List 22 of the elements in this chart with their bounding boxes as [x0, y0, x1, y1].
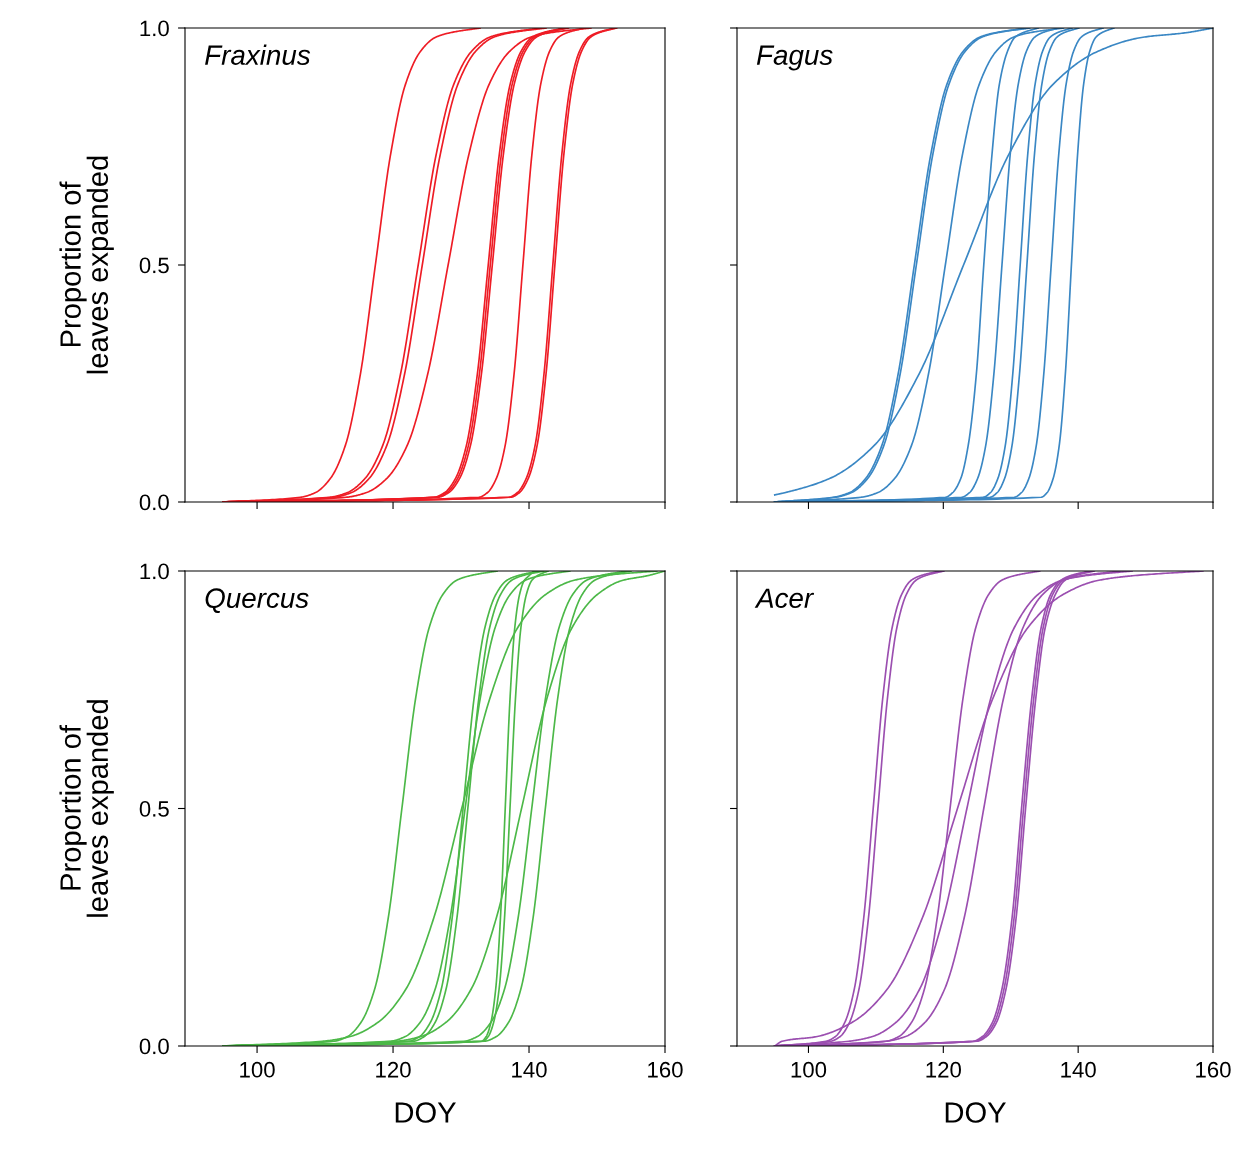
x-axis-title: DOY: [945, 1102, 1006, 1123]
x-tick-label: 100: [791, 1061, 827, 1078]
x-tick-label: 160: [648, 1061, 683, 1078]
text: Fagus: [756, 45, 833, 71]
y-axis-title: Proportion of leaves expanded: [59, 700, 114, 917]
chart-title: Fraxinus: [205, 44, 311, 65]
y-tick-label: 1.0: [140, 20, 169, 37]
text: Quercus: [205, 588, 309, 613]
x-tick-label: 140: [1061, 1061, 1096, 1078]
y-tick-label: 0.0: [139, 494, 169, 511]
y-axis-title: Proportion of leaves expanded: [59, 156, 114, 374]
x-tick-label: 100: [240, 1061, 275, 1078]
x-tick-label: 120: [376, 1061, 411, 1078]
x-tick-label: 120: [926, 1061, 961, 1078]
y-tick-label: 0.5: [139, 257, 169, 274]
y-tick-label: 0.5: [139, 801, 169, 817]
x-tick-label: 140: [512, 1061, 547, 1078]
y-tick-label: 1.0: [140, 563, 169, 580]
x-axis-title: DOY: [395, 1102, 456, 1123]
x-tick-label: 160: [1196, 1061, 1231, 1078]
y-tick-label: 0.0: [139, 1038, 169, 1055]
chart-title: Acer: [754, 588, 815, 609]
